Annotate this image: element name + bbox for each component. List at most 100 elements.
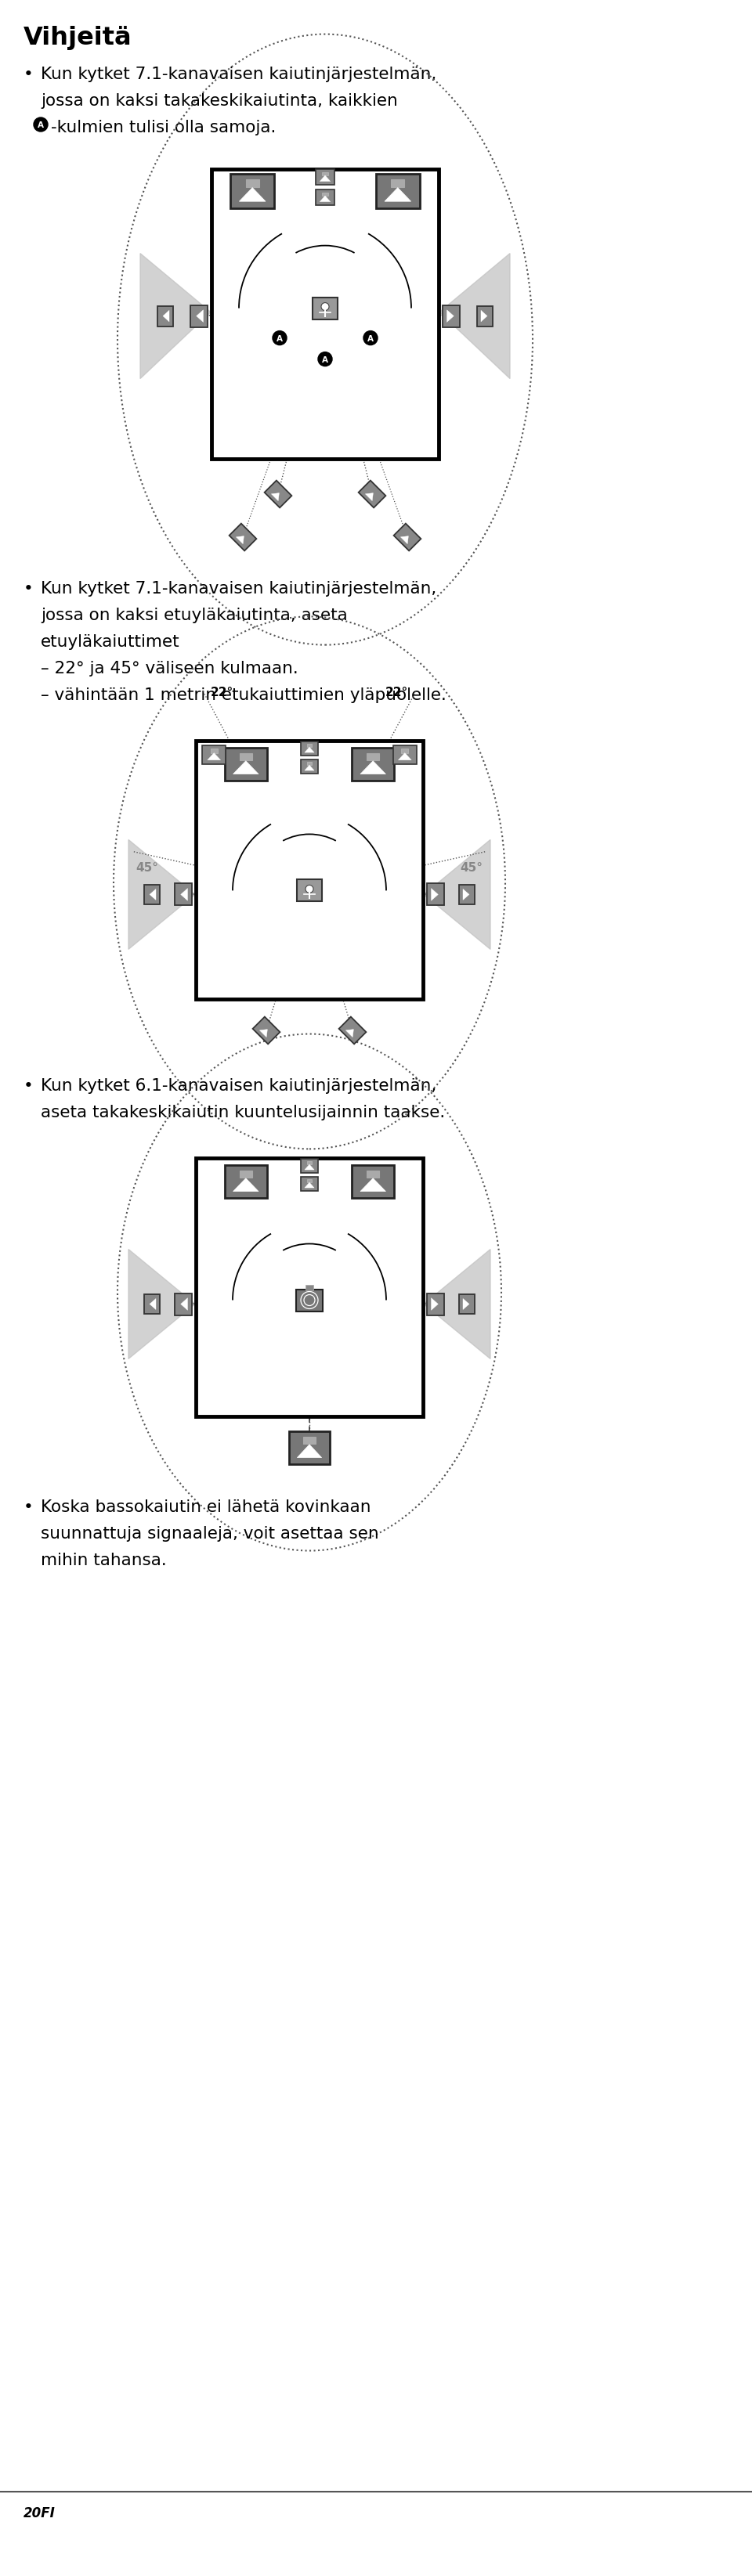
Bar xyxy=(352,1164,394,1198)
Polygon shape xyxy=(384,188,411,201)
Polygon shape xyxy=(259,1030,268,1038)
Polygon shape xyxy=(180,889,187,902)
Bar xyxy=(144,1296,159,1314)
Text: 30°: 30° xyxy=(342,232,363,242)
Bar xyxy=(239,755,252,760)
Polygon shape xyxy=(431,889,438,902)
Bar xyxy=(359,482,386,507)
Bar xyxy=(157,307,173,327)
Text: suunnattuja signaaleja, voit asettaa sen: suunnattuja signaaleja, voit asettaa sen xyxy=(41,1525,379,1540)
Text: A: A xyxy=(38,121,44,129)
Bar xyxy=(253,1018,280,1043)
Polygon shape xyxy=(196,312,203,322)
Polygon shape xyxy=(360,762,386,775)
Polygon shape xyxy=(180,1298,187,1311)
Bar xyxy=(211,750,217,752)
Text: A: A xyxy=(368,335,374,343)
Bar xyxy=(239,1170,252,1177)
Polygon shape xyxy=(431,1298,438,1311)
Text: Kun kytket 7.1-kanavaisen kaiutinjärjestelmän,: Kun kytket 7.1-kanavaisen kaiutinjärjest… xyxy=(41,580,436,598)
Circle shape xyxy=(305,886,314,894)
Polygon shape xyxy=(150,889,156,902)
Circle shape xyxy=(318,353,332,366)
Polygon shape xyxy=(320,196,330,204)
Bar xyxy=(301,1159,318,1172)
Bar xyxy=(196,742,423,999)
Text: A: A xyxy=(322,355,328,363)
Text: Koska bassokaiutin ei lähetä kovinkaan: Koska bassokaiutin ei lähetä kovinkaan xyxy=(41,1499,371,1515)
Bar xyxy=(459,886,475,904)
Text: 22°: 22° xyxy=(211,685,233,698)
Bar xyxy=(225,1164,267,1198)
Text: •: • xyxy=(23,1499,34,1515)
Circle shape xyxy=(321,304,329,312)
Bar xyxy=(323,193,328,196)
Polygon shape xyxy=(297,1445,322,1458)
Text: 100°-120°: 100°-120° xyxy=(362,881,413,891)
Bar xyxy=(225,747,267,781)
Bar xyxy=(394,523,421,551)
Text: 30°: 30° xyxy=(273,1229,294,1239)
Bar xyxy=(301,742,318,757)
Text: 20FI: 20FI xyxy=(23,2506,56,2519)
Text: – 22° ja 45° väliseen kulmaan.: – 22° ja 45° väliseen kulmaan. xyxy=(41,659,299,677)
Polygon shape xyxy=(208,752,220,760)
Bar xyxy=(391,180,405,188)
Bar xyxy=(174,884,192,907)
Polygon shape xyxy=(129,1249,195,1360)
Bar xyxy=(477,307,493,327)
Bar xyxy=(367,755,379,760)
Polygon shape xyxy=(447,312,453,322)
Text: 30°: 30° xyxy=(325,1229,346,1239)
Polygon shape xyxy=(463,1298,469,1311)
Text: Kun kytket 6.1-kanavaisen kaiutinjärjestelmän,: Kun kytket 6.1-kanavaisen kaiutinjärjest… xyxy=(41,1077,436,1092)
Text: jossa on kaksi etuyläkaiutinta, aseta: jossa on kaksi etuyläkaiutinta, aseta xyxy=(41,608,347,623)
Circle shape xyxy=(34,118,48,131)
Bar xyxy=(211,170,438,459)
Bar xyxy=(301,1177,318,1190)
Text: 100°-120°: 100°-120° xyxy=(206,881,256,891)
Bar xyxy=(313,299,338,319)
Polygon shape xyxy=(463,889,469,902)
Polygon shape xyxy=(239,188,265,201)
Bar xyxy=(297,881,322,902)
Polygon shape xyxy=(271,495,279,502)
Polygon shape xyxy=(233,762,259,775)
Bar xyxy=(443,307,459,327)
Bar xyxy=(307,1180,312,1182)
Text: 22°: 22° xyxy=(386,685,408,698)
Text: 30°: 30° xyxy=(273,819,294,832)
Bar xyxy=(246,180,259,188)
Polygon shape xyxy=(439,255,510,379)
Circle shape xyxy=(363,332,378,345)
Text: •: • xyxy=(23,580,34,598)
Polygon shape xyxy=(399,752,411,760)
Polygon shape xyxy=(346,1030,353,1038)
Text: 100°-120°: 100°-120° xyxy=(362,1291,413,1301)
Polygon shape xyxy=(236,536,244,544)
Polygon shape xyxy=(129,840,195,951)
Bar xyxy=(265,482,292,507)
Bar xyxy=(367,1170,379,1177)
Text: 30°: 30° xyxy=(325,819,346,832)
Polygon shape xyxy=(424,840,490,951)
Polygon shape xyxy=(233,1180,259,1193)
Bar xyxy=(301,760,318,775)
Bar xyxy=(316,170,335,185)
Text: mihin tahansa.: mihin tahansa. xyxy=(41,1553,167,1569)
Text: 100°-120°: 100°-120° xyxy=(215,289,266,299)
Bar xyxy=(190,307,208,327)
Bar xyxy=(307,1162,312,1164)
Text: Kun kytket 7.1-kanavaisen kaiutinjärjestelmän,: Kun kytket 7.1-kanavaisen kaiutinjärjest… xyxy=(41,67,436,82)
Polygon shape xyxy=(150,1298,156,1311)
Circle shape xyxy=(272,332,287,345)
Text: A: A xyxy=(277,335,283,343)
Polygon shape xyxy=(360,1180,386,1193)
Bar xyxy=(339,1018,366,1043)
Polygon shape xyxy=(365,495,373,502)
Text: jossa on kaksi takakeskikaiutinta, kaikkien: jossa on kaksi takakeskikaiutinta, kaikk… xyxy=(41,93,398,108)
Bar xyxy=(303,1437,316,1445)
Polygon shape xyxy=(305,1164,314,1170)
Text: etuyläkaiuttimet: etuyläkaiuttimet xyxy=(41,634,180,649)
Bar xyxy=(323,173,328,175)
